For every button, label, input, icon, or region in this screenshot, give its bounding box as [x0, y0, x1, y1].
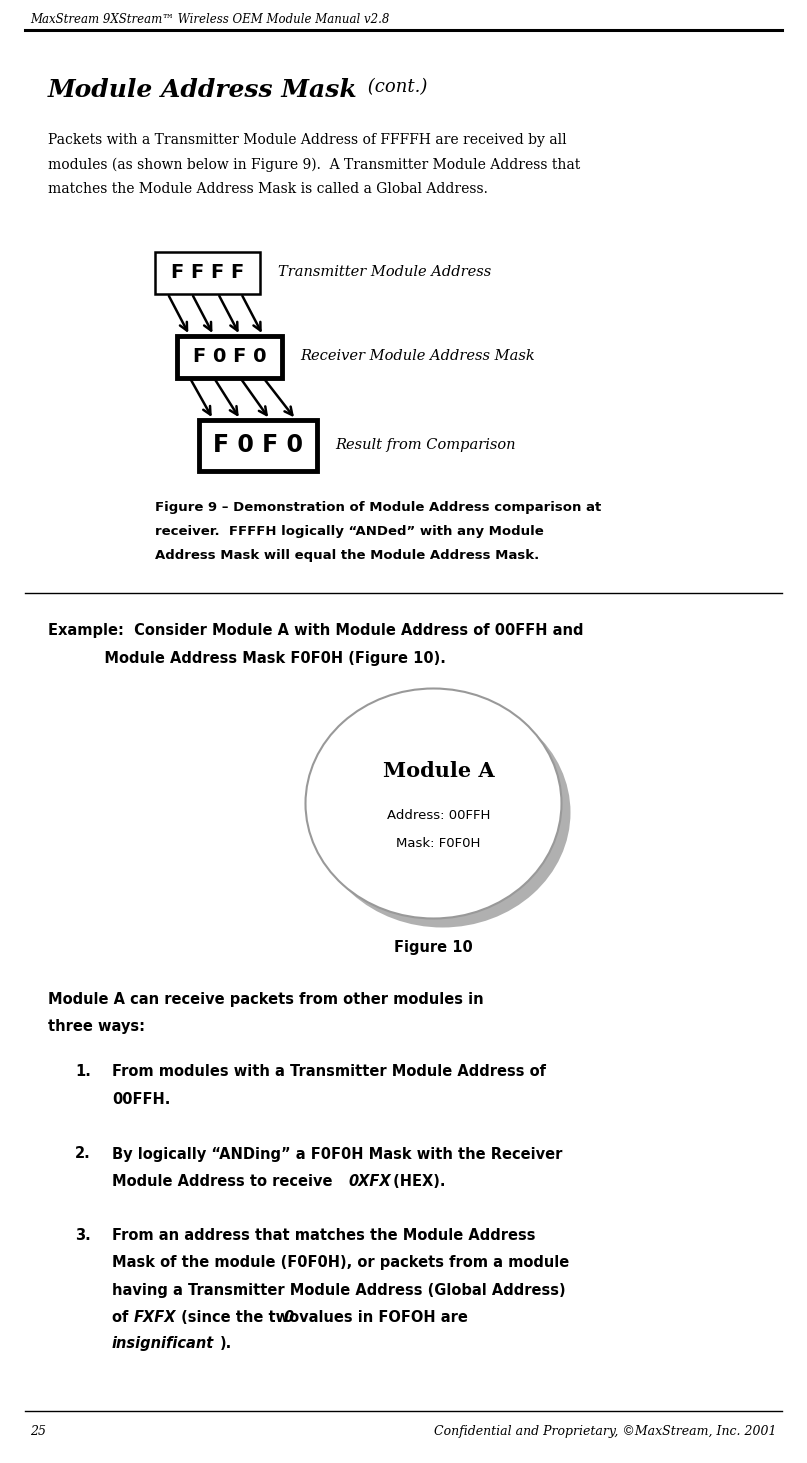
- Text: Confidential and Proprietary, ©MaxStream, Inc. 2001: Confidential and Proprietary, ©MaxStream…: [434, 1425, 777, 1438]
- Text: values in FOFOH are: values in FOFOH are: [294, 1309, 468, 1324]
- Text: having a Transmitter Module Address (Global Address): having a Transmitter Module Address (Glo…: [112, 1283, 566, 1298]
- Text: Address Mask will equal the Module Address Mask.: Address Mask will equal the Module Addre…: [155, 549, 539, 562]
- Text: 3.: 3.: [75, 1229, 90, 1244]
- Text: receiver.  FFFFH logically “ANDed” with any Module: receiver. FFFFH logically “ANDed” with a…: [155, 525, 544, 538]
- Text: three ways:: three ways:: [48, 1020, 145, 1034]
- Text: of: of: [112, 1309, 133, 1324]
- Text: Module Address Mask F0F0H (Figure 10).: Module Address Mask F0F0H (Figure 10).: [48, 651, 446, 667]
- Text: matches the Module Address Mask is called a Global Address.: matches the Module Address Mask is calle…: [48, 181, 488, 196]
- Text: Address: 00FFH: Address: 00FFH: [387, 809, 490, 822]
- Text: Example:  Consider Module A with Module Address of 00FFH and: Example: Consider Module A with Module A…: [48, 623, 583, 638]
- Text: Receiver Module Address Mask: Receiver Module Address Mask: [300, 350, 535, 363]
- Text: Module A can receive packets from other modules in: Module A can receive packets from other …: [48, 992, 483, 1008]
- Text: Mask: F0F0H: Mask: F0F0H: [396, 837, 481, 850]
- Text: F F F F: F F F F: [171, 263, 245, 282]
- Text: 00FFH.: 00FFH.: [112, 1091, 170, 1106]
- Text: By logically “ANDing” a F0F0H Mask with the Receiver: By logically “ANDing” a F0F0H Mask with …: [112, 1147, 562, 1162]
- Text: Module Address to receive: Module Address to receive: [112, 1173, 337, 1188]
- Text: insignificant: insignificant: [112, 1337, 214, 1352]
- Text: 25: 25: [30, 1425, 46, 1438]
- FancyBboxPatch shape: [177, 335, 282, 377]
- Text: MaxStream 9XStream™ Wireless OEM Module Manual v2.8: MaxStream 9XStream™ Wireless OEM Module …: [30, 13, 389, 26]
- Ellipse shape: [315, 698, 571, 928]
- Text: Mask of the module (F0F0H), or packets from a module: Mask of the module (F0F0H), or packets f…: [112, 1255, 569, 1270]
- FancyBboxPatch shape: [155, 252, 260, 294]
- Text: Module Address Mask: Module Address Mask: [48, 78, 358, 102]
- Text: modules (as shown below in Figure 9).  A Transmitter Module Address that: modules (as shown below in Figure 9). A …: [48, 158, 580, 171]
- Ellipse shape: [306, 689, 562, 919]
- Text: FXFX: FXFX: [133, 1309, 176, 1324]
- Text: (since the two: (since the two: [175, 1309, 303, 1324]
- Text: (HEX).: (HEX).: [388, 1173, 445, 1188]
- Text: Module A: Module A: [383, 762, 495, 781]
- Text: 1.: 1.: [75, 1065, 91, 1080]
- Text: 2.: 2.: [75, 1147, 90, 1162]
- Text: Packets with a Transmitter Module Address of FFFFH are received by all: Packets with a Transmitter Module Addres…: [48, 133, 567, 146]
- Text: ).: ).: [220, 1337, 232, 1352]
- Text: From modules with a Transmitter Module Address of: From modules with a Transmitter Module A…: [112, 1065, 546, 1080]
- Text: 0: 0: [283, 1309, 294, 1324]
- Text: F 0 F 0: F 0 F 0: [213, 433, 303, 458]
- Text: (cont.): (cont.): [362, 78, 428, 97]
- Text: Figure 10: Figure 10: [394, 941, 473, 955]
- Text: Figure 9 – Demonstration of Module Address comparison at: Figure 9 – Demonstration of Module Addre…: [155, 502, 601, 515]
- Text: 0XFX: 0XFX: [348, 1173, 391, 1188]
- Text: From an address that matches the Module Address: From an address that matches the Module …: [112, 1229, 536, 1244]
- Text: Transmitter Module Address: Transmitter Module Address: [278, 265, 491, 279]
- FancyBboxPatch shape: [199, 420, 317, 471]
- Text: Result from Comparison: Result from Comparison: [335, 439, 516, 452]
- Text: F 0 F 0: F 0 F 0: [193, 347, 266, 366]
